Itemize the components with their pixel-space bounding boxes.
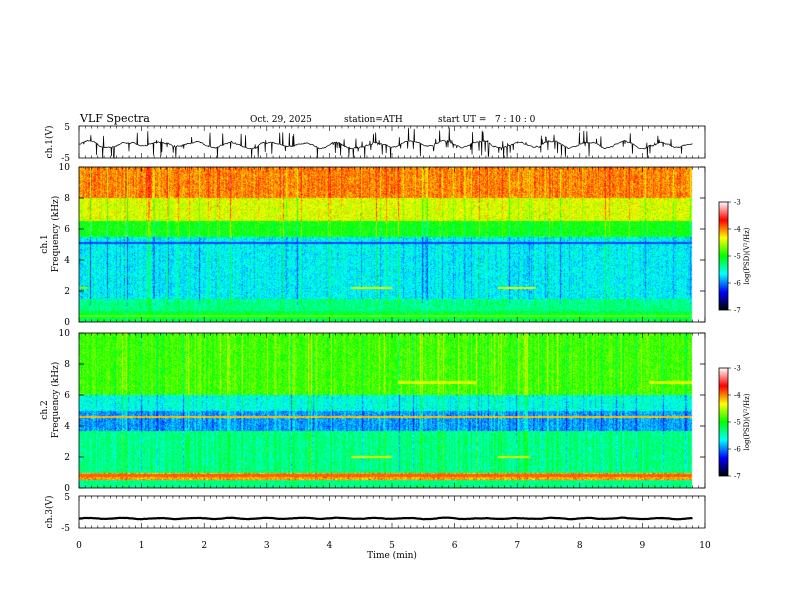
ch2-spec-ytick-label: 4 bbox=[64, 422, 70, 432]
ch1-colorbar: -3 -4 -5 -6 -7 log(PSD)(V²/Hz) bbox=[718, 199, 751, 315]
ch1-spec-ylabel: Frequency (kHz) bbox=[50, 196, 61, 273]
figure-title: VLF Spectra bbox=[79, 112, 150, 125]
ch1-ytick-top: 5 bbox=[64, 123, 70, 133]
x-tick-label: 3 bbox=[264, 541, 270, 551]
x-tick-label: 9 bbox=[640, 541, 646, 551]
ch2-colorbar-tick-label: -7 bbox=[734, 473, 741, 481]
ch1-spec-ytick-label: 8 bbox=[64, 194, 70, 204]
ch2-spec-ytick-label: 0 bbox=[64, 484, 70, 494]
ch1-colorbar-tick-label: -7 bbox=[734, 307, 741, 315]
ch1-ytick-bottom: -5 bbox=[61, 154, 70, 164]
ch1-colorbar-tick-label: -5 bbox=[734, 253, 741, 261]
ch1-colorbar-tick-label: -3 bbox=[734, 199, 741, 207]
x-tick-label: 6 bbox=[452, 541, 458, 551]
ch1-colorbar-label: log(PSD)(V²/Hz) bbox=[743, 227, 751, 284]
ch1-spec-ytick-label: 0 bbox=[64, 318, 70, 328]
x-tick-label: 10 bbox=[699, 541, 711, 551]
ch1-spectrogram-panel: 0 2 4 6 8 10 ch.1 Frequency (kHz) bbox=[40, 163, 706, 328]
ch1-spec-ytick-label: 6 bbox=[64, 225, 70, 235]
x-axis-label: Time (min) bbox=[367, 550, 417, 561]
ch1-spec-ytick-label: 2 bbox=[64, 287, 70, 297]
ch2-colorbar-tick-label: -3 bbox=[734, 365, 741, 373]
ch2-colorbar: -3 -4 -5 -6 -7 log(PSD)(V²/Hz) bbox=[718, 365, 751, 481]
ch2-colorbar-tick-label: -6 bbox=[734, 446, 741, 454]
x-tick-label: 7 bbox=[514, 541, 520, 551]
ch2-colorbar-tick-label: -5 bbox=[734, 419, 741, 427]
ch1-spectrogram-image bbox=[79, 167, 705, 322]
ch1-spec-channel-label: ch.1 bbox=[40, 234, 50, 253]
ch1-waveform-panel: 5 -5 ch.1(V) bbox=[44, 123, 706, 164]
ch2-spec-ytick-label: 10 bbox=[59, 329, 71, 339]
ch1-spec-ytick-label: 4 bbox=[64, 256, 70, 266]
station-label: station=ATH bbox=[344, 115, 403, 125]
ch2-spectrogram-panel: 0 2 4 6 8 10 ch.2 Frequency (kHz) bbox=[40, 329, 706, 494]
ch2-colorbar-gradient bbox=[719, 368, 728, 476]
ch1-colorbar-gradient bbox=[719, 202, 728, 310]
ch2-colorbar-tick-label: -4 bbox=[734, 392, 741, 400]
ch3-ytick-bottom: -5 bbox=[61, 524, 70, 534]
x-tick-label: 5 bbox=[389, 541, 395, 551]
ch2-spec-ytick-label: 2 bbox=[64, 453, 70, 463]
ch2-colorbar-label: log(PSD)(V²/Hz) bbox=[743, 393, 751, 450]
ch1-colorbar-tick-label: -6 bbox=[734, 280, 741, 288]
ch2-spec-ytick-label: 8 bbox=[64, 360, 70, 370]
ch1-ylabel: ch.1(V) bbox=[44, 126, 55, 159]
x-tick-label: 0 bbox=[76, 541, 82, 551]
ch3-waveform-line bbox=[78, 516, 693, 521]
x-tick-label: 1 bbox=[139, 541, 145, 551]
ch1-colorbar-tick-label: -4 bbox=[734, 226, 741, 234]
date-label: Oct. 29, 2025 bbox=[250, 115, 312, 125]
ch1-spec-ytick-label: 10 bbox=[59, 163, 71, 173]
ch2-spec-channel-label: ch.2 bbox=[40, 400, 50, 419]
ch2-spec-ytick-label: 6 bbox=[64, 391, 70, 401]
ch3-waveform-panel: 5 -5 ch.3(V) 0 1 2 3 4 5 6 7 8 9 10 bbox=[44, 493, 711, 551]
x-tick-label: 8 bbox=[577, 541, 583, 551]
x-tick-label: 4 bbox=[327, 541, 333, 551]
ch3-ytick-top: 5 bbox=[64, 493, 70, 503]
x-tick-label: 2 bbox=[201, 541, 207, 551]
ch3-ylabel: ch.3(V) bbox=[44, 496, 55, 529]
ch2-spectrogram-image bbox=[79, 333, 705, 488]
ch1-waveform-line bbox=[78, 127, 693, 160]
start-time-label: start UT = 7 : 10 : 0 bbox=[438, 115, 536, 125]
ch2-spec-ylabel: Frequency (kHz) bbox=[50, 362, 61, 439]
